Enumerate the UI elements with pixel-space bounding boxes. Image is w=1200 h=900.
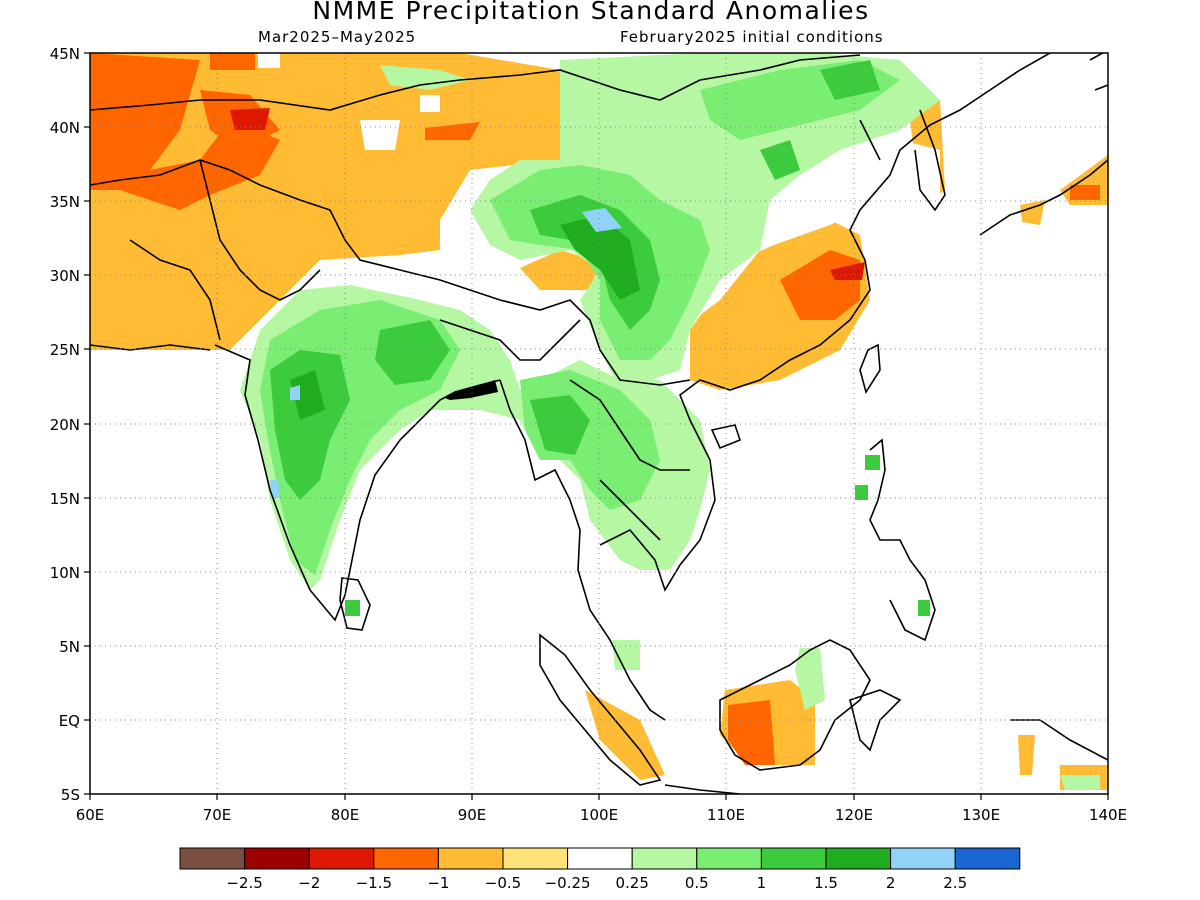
y-tick-label: 5N <box>59 638 80 656</box>
y-tick-label: 35N <box>50 193 80 211</box>
y-axis-labels: 45N 40N 35N 30N 25N 20N 15N 10N 5N EQ 5S <box>50 45 80 804</box>
legend-label: −2 <box>298 874 320 892</box>
legend-label: −1 <box>427 874 449 892</box>
legend-label: −0.25 <box>545 874 591 892</box>
legend-swatch <box>308 847 375 870</box>
y-tick-label: EQ <box>59 712 80 730</box>
legend-label: −0.5 <box>485 874 521 892</box>
x-tick-label: 140E <box>1089 806 1127 824</box>
y-tick-label: 5S <box>61 786 80 804</box>
legend-swatch <box>825 847 892 870</box>
y-tick-label: 30N <box>50 267 80 285</box>
x-tick-label: 100E <box>580 806 618 824</box>
gridlines <box>90 53 1108 794</box>
ganges-delta-coastline <box>445 380 498 400</box>
legend-label: 1.5 <box>814 874 838 892</box>
x-tick-label: 80E <box>331 806 360 824</box>
x-tick-label: 130E <box>962 806 1000 824</box>
legend-label: 1 <box>757 874 767 892</box>
legend-swatch <box>567 847 633 870</box>
legend-swatch <box>502 847 569 870</box>
x-tick-label: 90E <box>458 806 487 824</box>
y-tick-label: 20N <box>50 416 80 434</box>
wet-anomaly-regions <box>240 53 1100 790</box>
legend-label: 0.5 <box>685 874 709 892</box>
coastlines-borders <box>90 53 1108 794</box>
y-tick-label: 15N <box>50 490 80 508</box>
season-label: Mar2025–May2025 <box>258 28 417 46</box>
legend-label: −1.5 <box>356 874 392 892</box>
legend-label: 2 <box>886 874 896 892</box>
legend-swatch <box>696 847 762 870</box>
y-tick-label: 10N <box>50 564 80 582</box>
x-tick-label: 60E <box>76 806 105 824</box>
x-tick-label: 110E <box>707 806 745 824</box>
legend-swatch <box>244 847 310 870</box>
legend-swatch <box>954 847 1021 870</box>
legend-swatch <box>890 847 956 870</box>
axis-tick-marks <box>84 52 1109 800</box>
x-tick-label: 70E <box>203 806 232 824</box>
legend-swatch <box>437 847 504 870</box>
legend-swatch <box>631 847 698 870</box>
map-title: NMME Precipitation Standard Anomalies <box>312 0 870 25</box>
legend-swatch <box>760 847 827 870</box>
legend-label: 0.25 <box>615 874 648 892</box>
legend-swatch <box>179 847 246 870</box>
legend-label: 2.5 <box>943 874 967 892</box>
y-tick-label: 25N <box>50 341 80 359</box>
x-tick-label: 120E <box>835 806 873 824</box>
initial-conditions-label: February2025 initial conditions <box>620 28 884 46</box>
x-axis-labels: 60E 70E 80E 90E 100E 110E 120E 130E 140E <box>76 806 1127 824</box>
y-tick-label: 45N <box>50 45 80 63</box>
y-tick-label: 40N <box>50 119 80 137</box>
color-legend: −2.5 −2 −1.5 −1 −0.5 −0.25 0.25 0.5 1 1.5 2 2.5 <box>179 847 1021 892</box>
legend-label: −2.5 <box>226 874 262 892</box>
legend-swatch <box>373 847 439 870</box>
